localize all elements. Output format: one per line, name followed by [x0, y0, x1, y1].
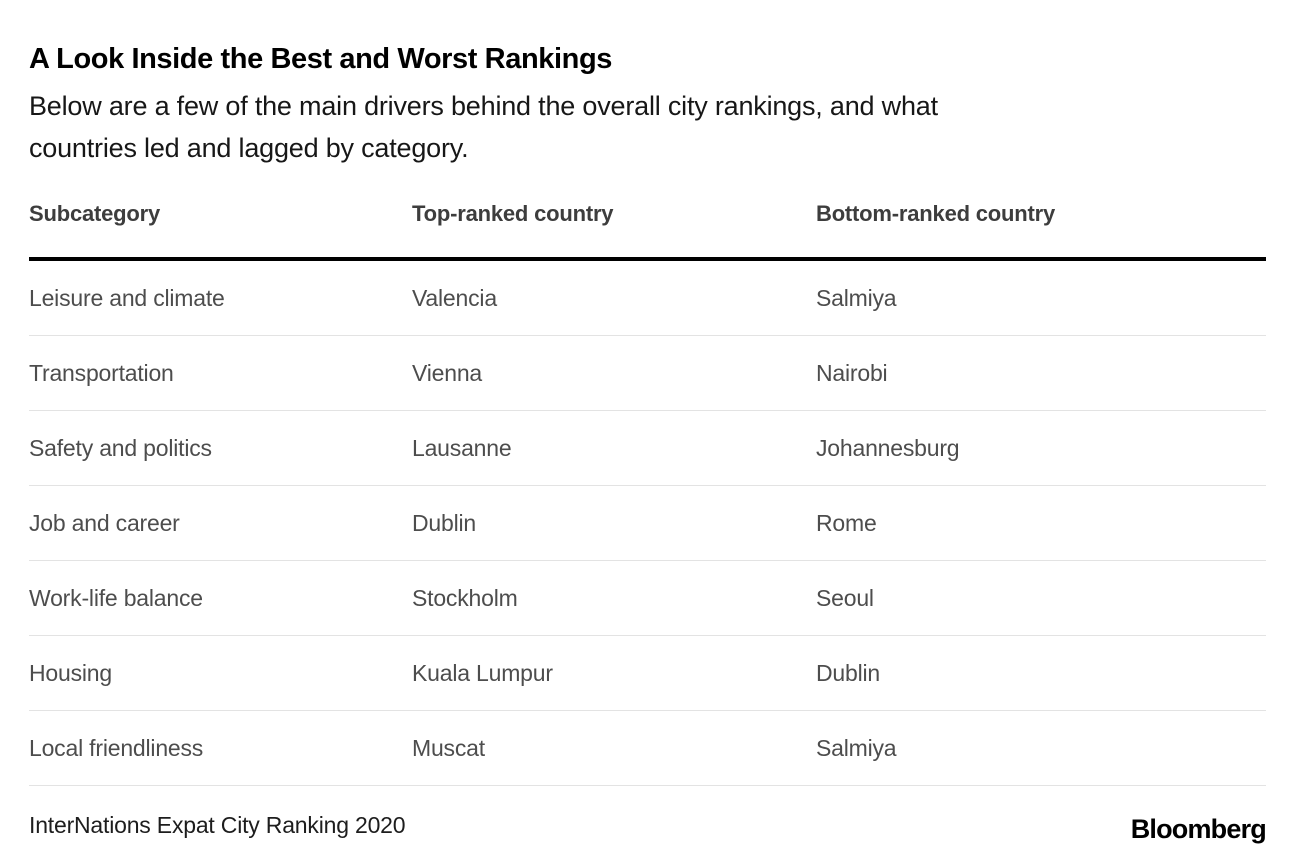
table-row: Housing Kuala Lumpur Dublin — [29, 636, 1266, 711]
cell-subcategory: Safety and politics — [29, 434, 212, 461]
table-row: Work-life balance Stockholm Seoul — [29, 561, 1266, 636]
cell-subcategory: Job and career — [29, 509, 180, 536]
cell-subcategory: Housing — [29, 659, 112, 686]
rankings-table: Subcategory Top-ranked country Bottom-ra… — [29, 201, 1266, 786]
cell-top-ranked: Kuala Lumpur — [412, 659, 553, 686]
table-row: Leisure and climate Valencia Salmiya — [29, 261, 1266, 336]
cell-bottom-ranked: Salmiya — [816, 734, 897, 761]
cell-top-ranked: Valencia — [412, 284, 497, 311]
page-subtitle: Below are a few of the main drivers behi… — [29, 85, 1266, 169]
table-row: Job and career Dublin Rome — [29, 486, 1266, 561]
cell-top-ranked: Vienna — [412, 359, 483, 386]
subtitle-line-2: countries led and lagged by category. — [29, 133, 469, 163]
cell-bottom-ranked: Dublin — [816, 659, 881, 686]
table-row: Safety and politics Lausanne Johannesbur… — [29, 411, 1266, 486]
cell-top-ranked: Stockholm — [412, 584, 518, 611]
cell-subcategory: Work-life balance — [29, 584, 203, 611]
column-header-top-ranked: Top-ranked country — [412, 201, 614, 226]
cell-subcategory: Local friendliness — [29, 734, 204, 761]
cell-bottom-ranked: Seoul — [816, 584, 874, 611]
subtitle-line-1: Below are a few of the main drivers behi… — [29, 91, 938, 121]
table-row: Transportation Vienna Nairobi — [29, 336, 1266, 411]
table-header-row: Subcategory Top-ranked country Bottom-ra… — [29, 201, 1266, 261]
cell-top-ranked: Muscat — [412, 734, 485, 761]
cell-top-ranked: Dublin — [412, 509, 477, 536]
cell-subcategory: Leisure and climate — [29, 284, 225, 311]
column-header-bottom-ranked: Bottom-ranked country — [816, 201, 1056, 226]
column-header-subcategory: Subcategory — [29, 201, 161, 226]
cell-top-ranked: Lausanne — [412, 434, 512, 461]
page-title: A Look Inside the Best and Worst Ranking… — [29, 43, 613, 75]
bloomberg-logo: Bloomberg — [1130, 814, 1267, 844]
cell-subcategory: Transportation — [29, 359, 174, 386]
source-note: InterNations Expat City Ranking 2020 — [29, 812, 406, 838]
footer: InterNations Expat City Ranking 2020 Blo… — [29, 812, 1267, 845]
cell-bottom-ranked: Rome — [816, 509, 877, 536]
cell-bottom-ranked: Johannesburg — [816, 434, 960, 461]
table-row: Local friendliness Muscat Salmiya — [29, 711, 1266, 786]
cell-bottom-ranked: Salmiya — [816, 284, 897, 311]
cell-bottom-ranked: Nairobi — [816, 359, 888, 386]
